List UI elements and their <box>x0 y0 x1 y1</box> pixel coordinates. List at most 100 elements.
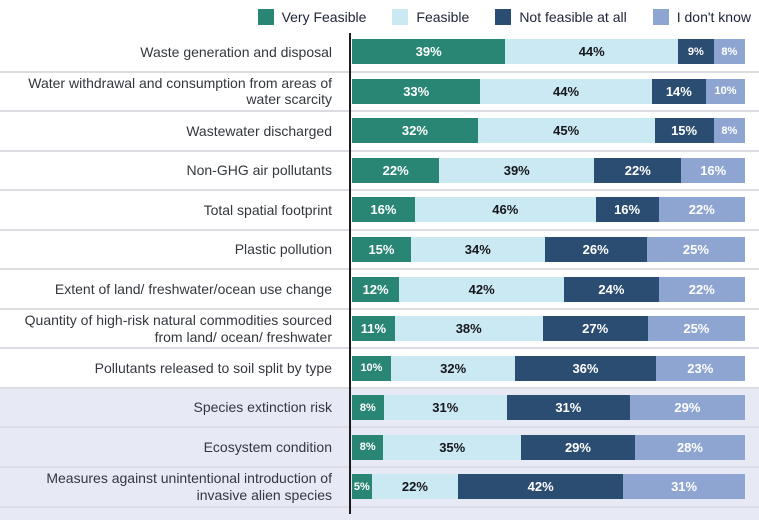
category-label: Non-GHG air pollutants <box>186 162 332 179</box>
bar-value-label: 44% <box>578 44 605 60</box>
bar-value-label: 25% <box>682 242 709 257</box>
bar-segment-feasible: 32% <box>390 355 516 381</box>
bar-segment-feasible: 44% <box>505 39 679 65</box>
chart-legend: Very Feasible Feasible Not feasible at a… <box>0 0 759 33</box>
bar-segment-feasible: 31% <box>383 395 507 421</box>
bar-segment-not-feasible-at-all: 24% <box>564 276 659 302</box>
bar-segment-feasible: 44% <box>480 78 652 104</box>
legend-item-feasible: Feasible <box>392 8 470 25</box>
bar-group: 33% 44% 14% 10% <box>352 78 745 104</box>
legend-label: Feasible <box>416 8 470 25</box>
bar-group: 8% 31% 31% 29% <box>352 395 745 421</box>
category-label: Extent of land/ freshwater/ocean use cha… <box>54 280 332 297</box>
chart-rows: Waste generation and disposal 39% 44% 9% 8% W… <box>0 33 759 514</box>
bar-value-label: 34% <box>464 242 491 257</box>
bar-group: 22% 39% 22% 16% <box>352 157 745 183</box>
bar-value-label: 35% <box>439 439 466 455</box>
chart-row: Extent of land/ freshwater/ocean use cha… <box>0 270 759 310</box>
bar-segment-very-feasible: 12% <box>352 276 400 302</box>
chart-row: Water withdrawal and consumption from ar… <box>0 72 759 113</box>
bar-group: 32% 45% 15% 8% <box>352 118 745 144</box>
legend-label: Very Feasible <box>281 8 367 25</box>
bar-segment-i-don-t-know: 29% <box>629 395 745 421</box>
chart-row: Waste generation and disposal 39% 44% 9% 8% <box>0 33 759 73</box>
bar-segment-not-feasible-at-all: 15% <box>654 118 714 144</box>
category-label: Ecosystem condition <box>203 438 332 455</box>
bar-value-label: 15% <box>368 242 395 257</box>
bar-value-label: 22% <box>624 162 651 178</box>
bar-segment-not-feasible-at-all: 31% <box>506 395 630 421</box>
bar-value-label: 44% <box>552 83 580 99</box>
bar-segment-i-don-t-know: 22% <box>658 276 745 302</box>
bar-value-label: 31% <box>555 400 582 416</box>
chart-row: Pollutants released to soil split by typ… <box>0 349 759 389</box>
bar-value-label: 5% <box>353 480 370 493</box>
bar-segment-very-feasible: 8% <box>352 434 384 460</box>
bar-group: 16% 46% 16% 22% <box>352 197 745 223</box>
bar-value-label: 8% <box>721 45 738 58</box>
bottom-strip <box>0 507 759 520</box>
bar-segment-feasible: 46% <box>414 197 596 223</box>
bar-segment-very-feasible: 39% <box>352 39 506 65</box>
bar-segment-i-don-t-know: 16% <box>681 157 745 183</box>
chart-row: Total spatial footprint 16% 46% 16% 22% <box>0 191 759 231</box>
bar-segment-feasible: 45% <box>477 118 655 144</box>
bar-segment-not-feasible-at-all: 9% <box>678 39 714 65</box>
bar-segment-not-feasible-at-all: 27% <box>542 316 648 342</box>
bar-segment-i-don-t-know: 28% <box>634 434 745 460</box>
category-label: Quantity of high-risk natural commoditie… <box>24 312 332 345</box>
bar-segment-not-feasible-at-all: 26% <box>544 237 647 262</box>
bar-value-label: 12% <box>362 281 389 297</box>
category-label: Waste generation and disposal <box>140 43 332 60</box>
bar-value-label: 39% <box>503 162 530 178</box>
bar-segment-i-don-t-know: 25% <box>647 316 745 342</box>
legend-label: Not feasible at all <box>519 8 627 25</box>
bar-segment-i-don-t-know: 22% <box>658 197 745 223</box>
bar-value-label: 10% <box>360 362 383 375</box>
bar-value-label: 46% <box>492 202 519 218</box>
bar-value-label: 42% <box>527 479 554 495</box>
bar-value-label: 8% <box>721 124 738 137</box>
category-label: Species extinction risk <box>193 399 332 416</box>
legend-swatch-dont-know <box>652 8 669 25</box>
bar-segment-very-feasible: 15% <box>352 237 411 262</box>
bar-segment-feasible: 35% <box>383 434 521 460</box>
bar-segment-very-feasible: 22% <box>352 157 440 183</box>
chart-row: Measures against unintentional introduct… <box>0 468 759 508</box>
bar-value-label: 29% <box>674 400 701 416</box>
bar-value-label: 45% <box>553 123 580 139</box>
bar-value-label: 16% <box>700 162 727 178</box>
bar-segment-very-feasible: 8% <box>352 395 384 421</box>
bar-value-label: 32% <box>401 123 428 139</box>
bar-segment-feasible: 22% <box>371 474 459 500</box>
bar-segment-very-feasible: 10% <box>352 355 391 381</box>
bar-segment-feasible: 38% <box>394 316 543 342</box>
bar-group: 5% 22% 42% 31% <box>352 474 745 500</box>
chart-row: Plastic pollution 15% 34% 26% 25% <box>0 230 759 271</box>
bar-value-label: 26% <box>582 242 609 257</box>
bar-segment-not-feasible-at-all: 16% <box>595 197 659 223</box>
bar-segment-feasible: 42% <box>399 276 565 302</box>
bar-value-label: 10% <box>714 85 737 98</box>
bar-segment-very-feasible: 16% <box>352 197 415 223</box>
legend-item-very-feasible: Very Feasible <box>257 8 367 25</box>
bar-value-label: 31% <box>671 479 698 495</box>
legend-item-dont-know: I don't know <box>652 8 751 25</box>
bar-segment-very-feasible: 32% <box>352 118 478 144</box>
category-label: Wastewater discharged <box>186 122 332 139</box>
bar-value-label: 22% <box>688 202 715 218</box>
bar-value-label: 38% <box>455 321 482 337</box>
bar-value-label: 32% <box>440 360 467 376</box>
bar-value-label: 11% <box>360 321 387 337</box>
category-label: Plastic pollution <box>234 241 332 258</box>
legend-swatch-feasible <box>392 8 409 25</box>
bar-segment-very-feasible: 5% <box>352 474 372 500</box>
bar-value-label: 28% <box>676 439 703 455</box>
bar-segment-feasible: 39% <box>439 157 595 183</box>
bar-segment-not-feasible-at-all: 14% <box>651 78 707 104</box>
legend-swatch-not-feasible <box>495 8 512 25</box>
bar-value-label: 27% <box>582 321 609 337</box>
category-axis-line <box>349 33 351 514</box>
bar-value-label: 8% <box>359 441 376 454</box>
